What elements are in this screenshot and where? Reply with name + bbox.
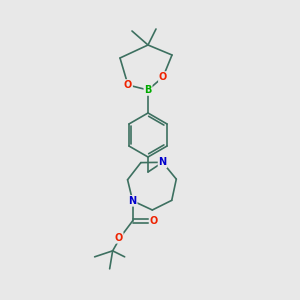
Text: N: N <box>158 157 166 167</box>
Text: O: O <box>159 72 167 82</box>
Text: O: O <box>124 80 132 90</box>
Text: O: O <box>115 233 123 243</box>
Text: B: B <box>144 85 152 95</box>
Text: N: N <box>129 196 137 206</box>
Text: O: O <box>149 216 158 226</box>
